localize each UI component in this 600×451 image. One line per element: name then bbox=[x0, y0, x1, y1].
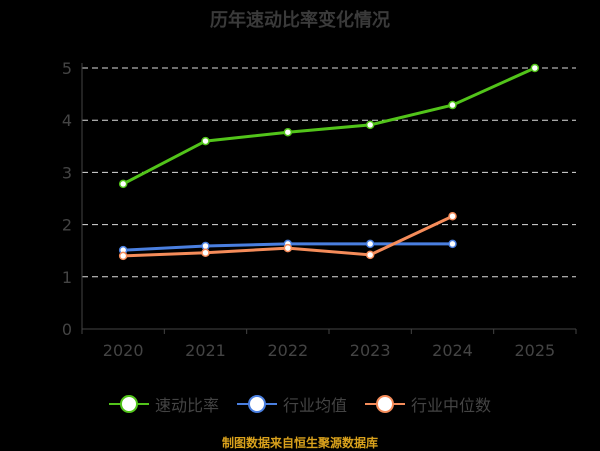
legend-item[interactable]: 速动比率 bbox=[108, 392, 219, 416]
x-tick-label: 2024 bbox=[432, 341, 473, 360]
data-point bbox=[283, 127, 293, 137]
y-tick-label: 2 bbox=[62, 216, 72, 235]
data-point bbox=[201, 248, 210, 258]
x-tick-label: 2022 bbox=[267, 341, 308, 360]
data-point bbox=[530, 63, 540, 73]
x-tick-label: 2020 bbox=[103, 341, 144, 360]
data-point bbox=[448, 239, 457, 249]
x-tick-label: 2023 bbox=[350, 341, 391, 360]
line-chart: 0 1 2 3 4 5 2020 2021 2022 2023 2024 2025 bbox=[62, 59, 577, 360]
legend-marker-icon bbox=[108, 395, 149, 413]
legend: 速动比率 行业均值 行业中位数 bbox=[0, 392, 600, 416]
data-point bbox=[201, 136, 210, 146]
data-point bbox=[448, 211, 457, 221]
data-point bbox=[118, 179, 128, 189]
legend-item[interactable]: 行业均值 bbox=[236, 392, 347, 416]
legend-marker-icon bbox=[236, 395, 277, 413]
data-point bbox=[365, 239, 375, 249]
y-tick-label: 1 bbox=[62, 268, 72, 287]
data-point bbox=[365, 120, 375, 130]
series-line bbox=[122, 66, 536, 186]
y-tick-label: 5 bbox=[62, 59, 72, 78]
legend-marker-icon bbox=[365, 395, 405, 413]
x-tick-label: 2025 bbox=[514, 341, 555, 360]
legend-label: 速动比率 bbox=[154, 396, 219, 415]
y-tick-label: 0 bbox=[62, 320, 72, 339]
legend-item[interactable]: 行业中位数 bbox=[365, 392, 491, 416]
data-point bbox=[201, 241, 210, 251]
data-point bbox=[118, 251, 128, 261]
chart-title: 历年速动比率变化情况 bbox=[210, 10, 390, 31]
x-tick-label: 2021 bbox=[185, 341, 226, 360]
legend-label: 行业均值 bbox=[282, 396, 347, 415]
source-note: 制图数据来自恒生聚源数据库 bbox=[221, 436, 378, 450]
y-tick-label: 3 bbox=[62, 163, 72, 182]
data-point bbox=[365, 250, 375, 260]
legend-label: 行业中位数 bbox=[411, 396, 492, 415]
data-point bbox=[448, 100, 457, 110]
y-tick-label: 4 bbox=[62, 111, 72, 130]
data-point bbox=[283, 243, 293, 253]
